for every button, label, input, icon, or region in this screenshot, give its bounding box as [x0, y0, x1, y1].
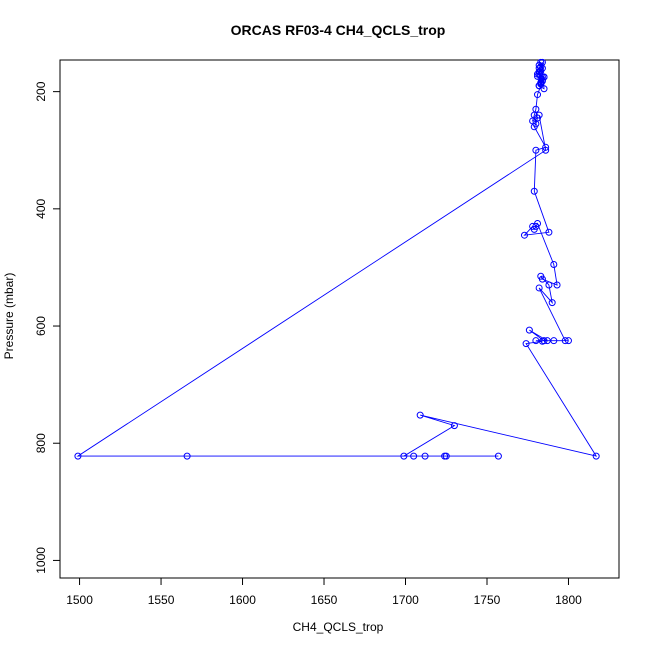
data-point	[74, 452, 82, 460]
data-point	[561, 337, 569, 345]
data-point	[542, 143, 550, 151]
data-point	[540, 73, 548, 81]
plot-frame	[59, 59, 620, 579]
data-point	[535, 64, 543, 72]
x-axis: 1500 1550 1600 1650 1700 1750 1800	[66, 577, 582, 607]
data-point	[550, 261, 558, 269]
x-axis-label: CH4_QCLS_trop	[293, 620, 384, 634]
data-point	[494, 452, 502, 460]
data-point	[532, 337, 540, 345]
data-point	[592, 452, 600, 460]
data-point	[410, 452, 418, 460]
data-point	[538, 58, 546, 66]
data-point	[543, 337, 551, 345]
data-point	[532, 146, 540, 154]
data-point	[550, 337, 558, 345]
data-point	[545, 228, 553, 236]
chart-title: ORCAS RF03-4 CH4_QCLS_trop	[231, 22, 446, 38]
data-point	[421, 452, 429, 460]
data-point	[537, 79, 545, 87]
data-point	[520, 231, 528, 239]
data-point	[537, 272, 545, 280]
y-tick-label: 600	[34, 316, 48, 336]
data-point	[450, 422, 458, 430]
y-axis-label: Pressure (mbar)	[2, 273, 16, 360]
series-points-group	[74, 58, 600, 460]
data-point	[416, 411, 424, 419]
data-point	[535, 284, 543, 292]
data-point	[537, 63, 545, 71]
data-point	[522, 340, 530, 348]
y-tick-label: 400	[34, 199, 48, 219]
x-tick-label: 1750	[474, 593, 501, 607]
x-tick-label: 1700	[392, 593, 419, 607]
data-point	[545, 281, 553, 289]
y-tick-label: 800	[34, 433, 48, 453]
data-point	[534, 91, 542, 99]
data-point	[400, 452, 408, 460]
data-point	[525, 326, 533, 334]
data-point	[530, 123, 538, 131]
x-tick-label: 1650	[311, 593, 338, 607]
y-tick-label: 200	[34, 81, 48, 101]
data-point	[548, 299, 556, 307]
x-tick-label: 1800	[555, 593, 582, 607]
data-point	[183, 452, 191, 460]
data-point	[542, 146, 550, 154]
y-axis: 200 400 600 800 1000	[34, 81, 61, 574]
x-tick-label: 1500	[66, 593, 93, 607]
y-tick-label: 1000	[34, 547, 48, 574]
x-tick-label: 1550	[148, 593, 175, 607]
data-point	[442, 452, 450, 460]
data-point	[534, 219, 542, 227]
data-point	[534, 72, 542, 80]
data-point	[530, 187, 538, 195]
data-point	[553, 281, 561, 289]
series-line	[76, 62, 598, 457]
data-point	[535, 111, 543, 119]
data-point	[564, 337, 572, 345]
x-tick-label: 1600	[229, 593, 256, 607]
series-line-group	[76, 62, 598, 457]
data-point	[538, 337, 546, 345]
